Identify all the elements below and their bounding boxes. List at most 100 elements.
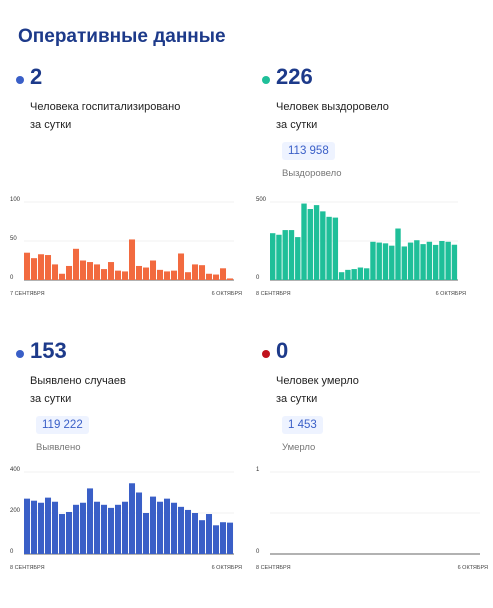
chart-bar (136, 492, 143, 554)
chart-bar (445, 241, 451, 280)
y-tick-label: 200 (10, 508, 21, 514)
chart-bar (345, 269, 351, 280)
chart-bar (270, 233, 276, 280)
deaths-value: 0 (276, 338, 289, 363)
chart-bar (52, 264, 59, 280)
chart-bar (307, 209, 313, 280)
chart-bar (38, 254, 45, 280)
recovered-total: 113 958 (282, 142, 335, 160)
chart-bar (59, 273, 66, 280)
x-start-label: 7 СЕНТЯБРЯ (10, 291, 45, 297)
chart-bar (73, 504, 80, 554)
chart-bar (295, 237, 301, 280)
chart-bar (87, 262, 94, 280)
chart-bar (52, 501, 59, 554)
chart-bar (178, 253, 185, 280)
chart-bar (108, 507, 115, 555)
detected-card: 153 Выявлено случаев за сутки 119 222 Вы… (10, 338, 246, 608)
chart-bar (227, 278, 234, 280)
chart-bar (59, 514, 66, 554)
chart-bar (73, 248, 80, 280)
chart-bar (143, 267, 150, 280)
chart-bar (115, 504, 122, 554)
chart-bar (206, 514, 213, 554)
chart-bar (192, 513, 199, 554)
chart-bar (87, 488, 94, 554)
chart-bar (227, 522, 234, 554)
deaths-chart: 0 1 8 СЕНТЯБРЯ 6 ОКТЯБРЯ (256, 467, 488, 571)
y-tick-label: 1 (256, 467, 260, 473)
chart-bar (45, 255, 52, 280)
page-title: Оперативные данные (18, 26, 226, 47)
chart-bar (414, 240, 420, 280)
chart-bar (199, 520, 206, 554)
chart-bar (150, 496, 157, 554)
x-start-label: 8 СЕНТЯБРЯ (10, 565, 45, 571)
chart-bar (351, 269, 357, 280)
chart-bar (45, 497, 52, 555)
chart-bar (364, 268, 370, 280)
chart-bar (185, 509, 192, 554)
hospitalized-card: 2 Человека госпитализировано за сутки 0 5… (10, 64, 246, 334)
chart-bar (157, 501, 164, 554)
detected-total-label: Выявлено (36, 442, 81, 453)
x-end-label: 6 ОКТЯБРЯ (458, 565, 488, 571)
chart-bar (426, 241, 433, 280)
chart-bar (80, 260, 87, 280)
chart-bar (94, 264, 101, 280)
chart-bar (288, 230, 295, 280)
detected-total: 119 222 (36, 416, 89, 434)
chart-bar (38, 502, 45, 554)
chart-bar (401, 246, 407, 280)
series-dot-icon (262, 350, 270, 358)
chart-bar (439, 241, 445, 280)
series-dot-icon (262, 76, 270, 84)
y-tick-label: 100 (10, 197, 21, 203)
chart-bar (282, 230, 288, 280)
chart-bar (80, 502, 87, 554)
detected-chart: 0 200 400 8 СЕНТЯБРЯ 6 ОКТЯБРЯ (10, 467, 242, 571)
chart-bar (24, 252, 31, 280)
hospitalized-chart: 0 50 100 7 СЕНТЯБРЯ 6 ОКТЯБРЯ (10, 197, 242, 297)
chart-bar (185, 272, 192, 280)
chart-bar (199, 265, 206, 280)
chart-bar (220, 268, 227, 280)
chart-bar (164, 498, 171, 554)
x-end-label: 6 ОКТЯБРЯ (212, 565, 242, 571)
chart-bar (320, 211, 326, 280)
chart-bar (313, 205, 320, 280)
chart-bar (129, 239, 136, 280)
chart-bar (171, 270, 178, 280)
x-end-label: 6 ОКТЯБРЯ (436, 291, 466, 297)
chart-bar (376, 242, 382, 280)
hospitalized-label: Человека госпитализировано за сутки (30, 101, 181, 131)
y-tick-label: 0 (10, 275, 14, 281)
chart-bar (122, 501, 129, 554)
chart-bar (213, 525, 220, 554)
y-tick-label: 0 (256, 549, 260, 555)
series-dot-icon (16, 76, 24, 84)
chart-bar (136, 265, 143, 280)
chart-bar (332, 217, 339, 280)
y-tick-label: 400 (10, 467, 21, 473)
recovered-total-label: Выздоровело (282, 168, 342, 179)
chart-bar (171, 502, 178, 554)
x-start-label: 8 СЕНТЯБРЯ (256, 291, 291, 297)
chart-bar (220, 522, 227, 554)
deaths-card: 0 Человек умерло за сутки 1 453 Умерло 0… (256, 338, 492, 608)
chart-bar (432, 244, 439, 280)
chart-bar (301, 203, 307, 280)
chart-bar (101, 504, 108, 554)
recovered-card: 226 Человек выздоровело за сутки 113 958… (256, 64, 492, 334)
chart-bar (31, 500, 38, 554)
chart-bar (407, 242, 414, 280)
chart-bar (94, 501, 101, 554)
series-dot-icon (16, 350, 24, 358)
detected-label: Выявлено случаев за сутки (30, 375, 126, 405)
chart-bar (143, 513, 150, 554)
deaths-total: 1 453 (282, 416, 323, 434)
chart-bar (206, 273, 213, 280)
chart-bar (129, 483, 136, 554)
chart-bar (150, 260, 157, 280)
recovered-label: Человек выздоровело за сутки (276, 101, 389, 131)
